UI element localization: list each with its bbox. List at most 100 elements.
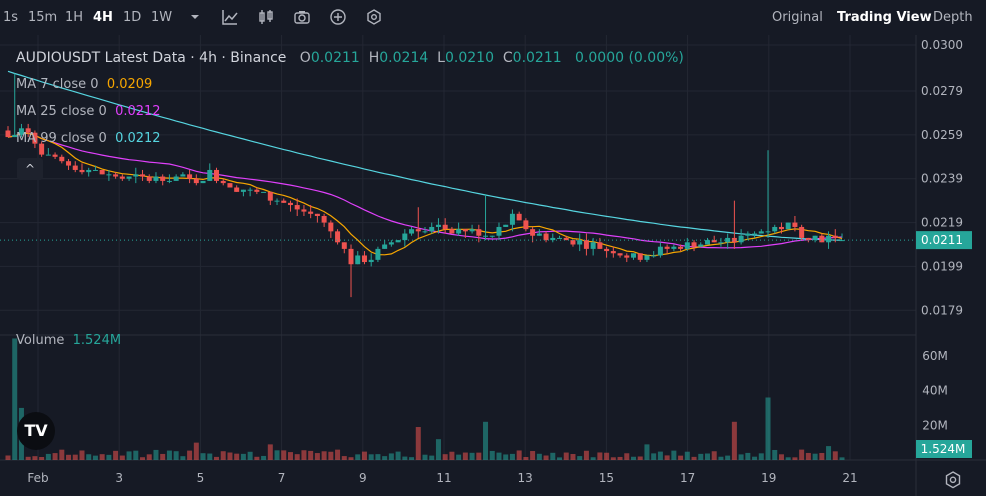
candle-body <box>72 165 78 170</box>
volume-bar <box>711 451 717 460</box>
candle-body <box>133 174 139 177</box>
ma25-legend[interactable]: MA 25 close 0 0.0212 <box>16 104 161 119</box>
candle-body <box>308 211 314 214</box>
candle-body <box>207 169 213 181</box>
volume-bar <box>496 452 502 460</box>
volume-bar <box>745 452 751 460</box>
camera-icon[interactable] <box>293 8 311 26</box>
interval-1d[interactable]: 1D <box>123 10 142 25</box>
chart-settings-icon[interactable] <box>943 470 963 490</box>
interval-4h[interactable]: 4H <box>93 10 113 25</box>
candle-body <box>496 226 502 236</box>
volume-bar <box>550 452 556 460</box>
candle-body <box>200 180 206 184</box>
volume-bar <box>261 455 267 460</box>
volume-bar <box>792 457 798 460</box>
collapse-legend-button[interactable]: ^ <box>17 158 43 180</box>
add-icon[interactable] <box>329 8 347 26</box>
time-tick-label: 13 <box>518 471 533 485</box>
candle-body <box>240 189 246 192</box>
volume-bar <box>254 456 260 460</box>
candle-body <box>778 226 784 230</box>
volume-bar <box>530 451 536 460</box>
candle-body <box>523 220 529 230</box>
volume-bar <box>462 452 468 460</box>
volume-bar <box>388 453 394 460</box>
candle-body <box>799 226 805 238</box>
volume-bar <box>153 449 159 460</box>
candle-body <box>570 240 576 245</box>
candle-body <box>624 255 630 258</box>
volume-bar <box>402 456 408 460</box>
candle-body <box>698 244 704 247</box>
candle-body <box>5 130 11 138</box>
time-tick-label: 11 <box>436 471 451 485</box>
candle-body <box>39 143 45 155</box>
volume-bar <box>133 450 139 460</box>
indicators-icon[interactable] <box>221 8 239 26</box>
candle-body <box>422 231 428 233</box>
interval-1s[interactable]: 1s <box>3 10 19 25</box>
volume-label: Volume <box>16 333 65 348</box>
candle-body <box>772 226 778 232</box>
volume-bar <box>72 454 78 460</box>
ma99-value: 0.0212 <box>115 131 161 146</box>
volume-bar <box>839 457 845 460</box>
view-original[interactable]: Original <box>772 10 823 25</box>
price-tick-label: 0.0219 <box>921 216 963 230</box>
volume-bar <box>456 454 462 460</box>
candle-type-icon[interactable] <box>257 8 275 26</box>
volume-bar <box>180 456 186 460</box>
volume-bar <box>617 456 623 460</box>
candle-body <box>187 174 193 179</box>
volume-bar <box>731 421 737 460</box>
candle-body <box>254 189 260 192</box>
tradingview-logo[interactable]: TV <box>17 412 55 450</box>
ma25-label: MA 25 close 0 <box>16 104 107 119</box>
candle-body <box>785 222 791 230</box>
settings-icon[interactable] <box>365 8 383 26</box>
last-volume-badge <box>916 440 972 458</box>
interval-1h[interactable]: 1H <box>65 10 84 25</box>
time-tick-label: 17 <box>680 471 695 485</box>
volume-bar <box>570 454 576 460</box>
candle-body <box>489 235 495 237</box>
volume-bar <box>240 453 246 460</box>
candle-body <box>220 180 226 184</box>
candle-body <box>66 161 72 166</box>
volume-bar <box>234 453 240 460</box>
candle-body <box>637 253 643 260</box>
volume-bar <box>368 454 374 460</box>
volume-bar <box>341 456 347 460</box>
ma25-value: 0.0212 <box>115 104 161 119</box>
candle-body <box>99 169 105 175</box>
candle-body <box>79 169 85 173</box>
volume-bar <box>422 454 428 460</box>
time-tick-label: 15 <box>599 471 614 485</box>
volume-bar <box>308 450 314 460</box>
candle-body <box>375 248 381 260</box>
volume-bar <box>59 449 65 460</box>
volume-bar <box>678 455 684 460</box>
price-chart[interactable]: 0.0300 0.0279 0.0259 0.0239 0.0219 0.0199 0.01… <box>0 35 986 496</box>
ma99-legend[interactable]: MA 99 close 0 0.0212 <box>16 131 161 146</box>
view-depth[interactable]: Depth <box>933 10 973 25</box>
change-value: 0.0000 (0.00%) <box>575 50 684 66</box>
candle-body <box>684 242 690 249</box>
view-trading-view[interactable]: Trading View <box>837 10 932 25</box>
volume-bar <box>106 454 112 460</box>
volume-bar <box>119 455 125 460</box>
ma7-legend[interactable]: MA 7 close 0 0.0209 <box>16 77 152 92</box>
volume-bar <box>557 457 563 460</box>
volume-bar <box>805 452 811 460</box>
interval-15m[interactable]: 15m <box>28 10 58 25</box>
volume-bar <box>758 453 764 460</box>
chevron-down-icon[interactable] <box>186 8 204 26</box>
volume-bar <box>476 452 482 460</box>
volume-bar <box>86 454 92 460</box>
candle-body <box>530 229 536 236</box>
candle-body <box>819 235 825 243</box>
volume-bar <box>631 456 636 460</box>
time-tick-label: 21 <box>842 471 857 485</box>
interval-1w[interactable]: 1W <box>151 10 173 25</box>
